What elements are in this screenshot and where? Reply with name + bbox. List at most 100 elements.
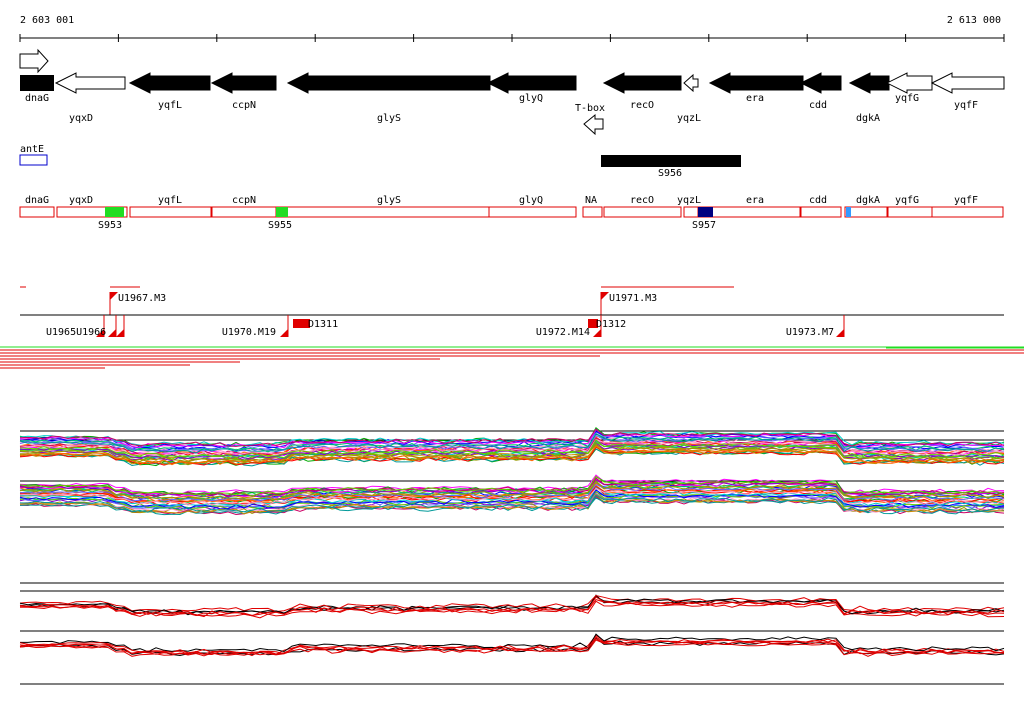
gene-recO[interactable] [602, 72, 682, 94]
operon-box-ccpN[interactable] [211, 206, 277, 218]
gene-label-ccpN: ccpN [232, 100, 256, 111]
tu-overlap-flag-1 [96, 329, 104, 337]
expression-profile-line [19, 475, 1005, 497]
expression-profile-line [19, 438, 1005, 457]
operon-label-NA: NA [585, 195, 597, 206]
gene-label-glyQ: glyQ [519, 93, 543, 104]
segment-s953-label: S953 [98, 220, 122, 231]
operon-label-dnaG: dnaG [25, 195, 49, 206]
gene-ccpN[interactable] [210, 72, 277, 94]
expression-profile-line [20, 599, 1005, 618]
expression-profile-line [19, 639, 1005, 657]
gene-glyS[interactable] [286, 72, 491, 94]
antE-box[interactable] [19, 154, 48, 166]
ruler-start-coordinate: 2 603 001 [20, 15, 74, 26]
dnaG-direction-arrow [19, 48, 49, 74]
operon-label-glyQ: glyQ [519, 195, 543, 206]
expression-profile-line [19, 443, 1005, 463]
gene-yqzL[interactable] [683, 73, 699, 93]
expression-profile-line [19, 480, 1005, 501]
tu-u1972-flag [593, 329, 601, 337]
tu-d1311-label: D1311 [308, 319, 338, 330]
antE-label: antE [20, 144, 44, 155]
expression-profile-line [19, 486, 1005, 504]
operon-label-era: era [746, 195, 764, 206]
expression-panel-lower [19, 582, 1005, 685]
tu-u1973-label: U1973.M7 [786, 327, 834, 338]
tu-overlap-label: U1965U1966 [46, 327, 106, 338]
operon-label-yqxD: yqxD [69, 195, 93, 206]
coverage-track [0, 346, 1024, 369]
gene-label-dnaG: dnaG [25, 93, 49, 104]
expression-profile-line [19, 493, 1005, 515]
transcript-track: U1967.M3 U1971.M3 U1965U1966 U1970.M19 D… [20, 286, 1004, 338]
expression-profile-line [19, 483, 1005, 502]
expression-profile-line [19, 594, 1005, 613]
gene-label-era: era [746, 93, 764, 104]
gene-label-yqxD: yqxD [69, 113, 93, 124]
expression-profile-line [19, 441, 1005, 461]
gene-label-glyS: glyS [377, 113, 401, 124]
coordinate-ruler: 2 603 001 2 613 000 [19, 15, 1005, 42]
tu-u1970-flag [280, 329, 288, 337]
expression-panel-upper [19, 427, 1005, 528]
operon-box-glyQ[interactable] [488, 206, 577, 218]
expression-profile-line [19, 445, 1005, 466]
operon-box-NA[interactable] [582, 206, 603, 218]
operon-box-glyS[interactable] [275, 206, 490, 218]
expression-profile-line [19, 494, 1005, 513]
tu-d1312-box[interactable] [588, 319, 598, 328]
gene-yqxD[interactable] [54, 72, 126, 94]
operon-box-yqxD[interactable] [56, 206, 128, 218]
gene-cdd[interactable] [799, 72, 842, 94]
operon-label-yqzL: yqzL [677, 195, 701, 206]
tu-u1967-label: U1967.M3 [118, 293, 166, 304]
expression-profile-line [19, 495, 1005, 516]
s956-bar[interactable] [601, 155, 741, 167]
tbox-label: T-box [575, 103, 605, 114]
operon-label-ccpN: ccpN [232, 195, 256, 206]
expression-profile-line [19, 437, 1005, 456]
expression-profile-line [19, 433, 1005, 454]
operon-box-yqfF[interactable] [931, 206, 1004, 218]
tu-u1972-label: U1972.M14 [536, 327, 590, 338]
gene-yqfF[interactable] [930, 72, 1005, 94]
s956-label: S956 [658, 168, 682, 179]
operon-box-cdd[interactable] [800, 206, 842, 218]
operon-box-dnaG[interactable] [19, 206, 55, 218]
gene-track: dnaG yqxD yqfL ccpN glyS glyQ recO yqzL … [19, 48, 1005, 136]
operon-box-yqfL[interactable] [129, 206, 212, 218]
operon-box-yqzL[interactable] [683, 206, 699, 218]
profile-lines-lower [19, 594, 1005, 657]
gene-label-recO: recO [630, 100, 654, 111]
gene-dgkA[interactable] [848, 72, 890, 94]
expression-profile-line [20, 633, 1005, 653]
segment-s953-box[interactable] [105, 207, 124, 217]
expression-profile-line [19, 487, 1005, 506]
operon-box-era[interactable] [697, 206, 801, 218]
operon-label-yqfF: yqfF [954, 195, 978, 206]
expression-profile-line [19, 428, 1005, 447]
gene-era[interactable] [708, 72, 804, 94]
segment-s957-box[interactable] [698, 207, 713, 217]
segment-s955-box[interactable] [276, 207, 288, 217]
gene-yqfL[interactable] [128, 72, 211, 94]
gene-yqfG[interactable] [885, 72, 933, 94]
gene-label-yqfF: yqfF [954, 100, 978, 111]
tu-u1971-label: U1971.M3 [609, 293, 657, 304]
tu-d1311-box[interactable] [293, 319, 310, 328]
operon-box-recO[interactable] [603, 206, 682, 218]
expression-profile-line [19, 439, 1005, 459]
segment-s955-label: S955 [268, 220, 292, 231]
operon-track: dnaG yqxD yqfL ccpN glyS glyQ NA recO yq… [19, 195, 1004, 231]
operon-box-yqfG[interactable] [887, 206, 933, 218]
expression-profile-line [20, 600, 1005, 619]
tu-u1970-label: U1970.M19 [222, 327, 276, 338]
tu-u1967-flag [110, 292, 118, 300]
ruler-ticks [19, 34, 1005, 42]
gene-dnaG[interactable] [20, 75, 54, 91]
gene-glyQ[interactable] [486, 72, 577, 94]
operon-box-dgkA[interactable] [844, 206, 888, 218]
expression-profile-line [19, 634, 1005, 655]
